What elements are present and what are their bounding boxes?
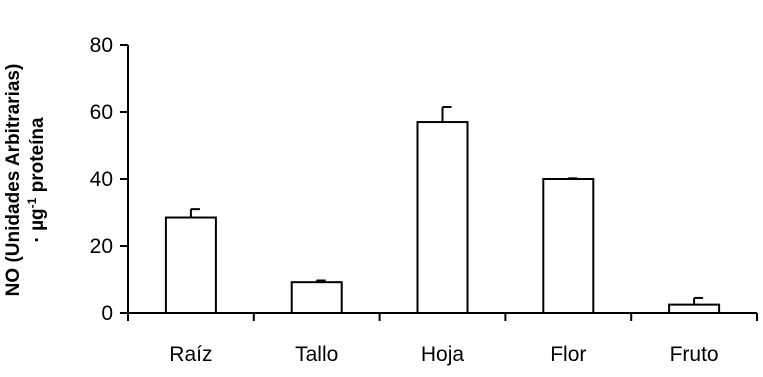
category-label-hoja: Hoja <box>421 343 465 366</box>
y-axis-title-unit-suffix: proteína <box>27 117 48 198</box>
bar-fruto <box>668 303 721 314</box>
category-label-raíz: Raíz <box>169 343 212 366</box>
x-axis <box>127 312 758 321</box>
y-axis-title-line1: NO (Unidades Arbitrarias) <box>3 64 24 297</box>
y-axis: 0 20 40 60 80 <box>90 34 129 325</box>
category-label-tallo: Tallo <box>295 343 338 366</box>
y-tick-label: 0 <box>101 302 113 325</box>
bar-raíz <box>164 216 217 314</box>
bar-flor <box>542 178 595 314</box>
category-label-fruto: Fruto <box>670 343 719 366</box>
y-tick-label: 40 <box>90 168 113 191</box>
bars <box>164 121 721 314</box>
bar-hoja <box>416 121 469 314</box>
y-axis-title-unit-sup: -1 <box>25 197 39 208</box>
y-tick-label: 20 <box>90 235 113 258</box>
y-axis-title-line2: · µg-1 proteína <box>25 117 48 243</box>
error-bars <box>189 105 704 305</box>
y-axis-title-unit-prefix: · µg <box>27 208 48 242</box>
y-tick-label: 60 <box>90 101 113 124</box>
y-axis-title: NO (Unidades Arbitrarias) · µg-1 proteín… <box>3 64 48 297</box>
category-labels: Raíz Tallo Hoja Flor Fruto <box>169 343 718 366</box>
bar-tallo <box>290 281 343 314</box>
y-tick-label: 80 <box>90 34 113 57</box>
category-label-flor: Flor <box>550 343 586 366</box>
